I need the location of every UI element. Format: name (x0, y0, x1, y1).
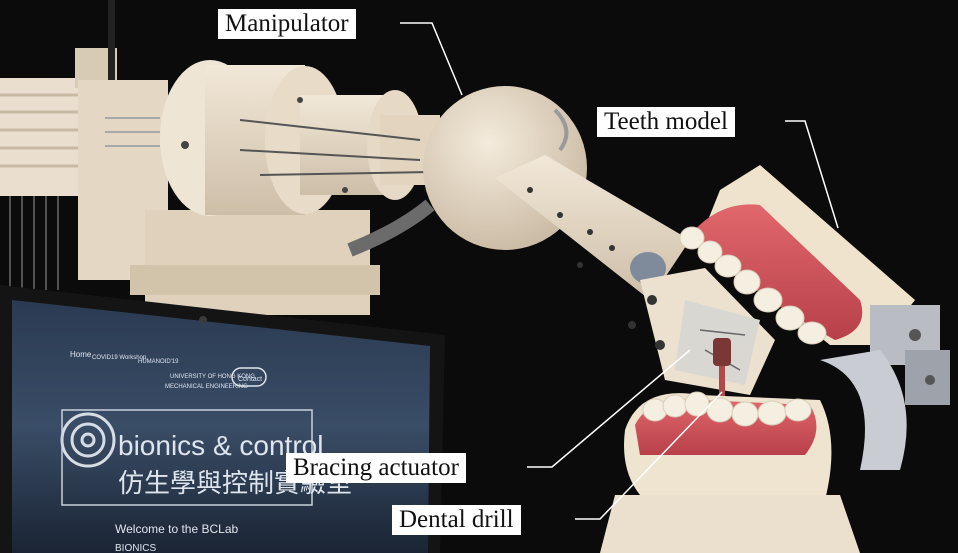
dental-drill-label: Dental drill (392, 505, 521, 535)
teeth-model (679, 165, 950, 470)
screen-contact-button: Contact (238, 376, 262, 383)
screen-university: UNIVERSITY OF HONG KONG (170, 374, 255, 380)
screen-nav-humanoid: HUMANOID'19 (138, 359, 179, 365)
manipulator-label: Manipulator (218, 9, 356, 39)
bracing-actuator-label: Bracing actuator (286, 453, 466, 483)
callout-leader-lines (400, 22, 839, 520)
screen-bottom-text: BIONICS (115, 543, 156, 553)
manipulator-arm (160, 60, 690, 300)
screen-nav-covid: COVID19 Workshop (92, 355, 147, 361)
screen-nav-home: Home (70, 350, 92, 359)
actuator-base (78, 80, 380, 315)
laptop (0, 285, 445, 553)
lower-jaw (600, 391, 860, 553)
screen-department: MECHANICAL ENGINEERING (165, 384, 248, 390)
teeth-model-label: Teeth model (597, 107, 735, 137)
screen-welcome: Welcome to the BCLab (115, 522, 239, 536)
